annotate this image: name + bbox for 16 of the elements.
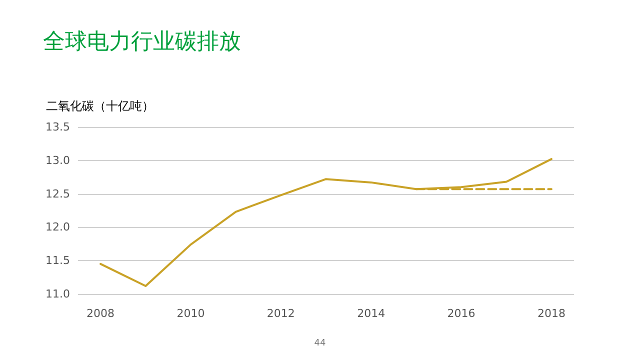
x-tick-label: 2008 xyxy=(86,307,115,320)
y-tick-label: 11.0 xyxy=(46,288,70,300)
x-tick-label: 2010 xyxy=(176,307,205,320)
x-tick-label: 2014 xyxy=(357,307,386,320)
y-tick-label: 13.5 xyxy=(46,120,70,134)
y-tick-label: 12.5 xyxy=(46,187,70,200)
chart-title: 全球电力行业碳排放 xyxy=(43,30,241,54)
x-tick-label: 2018 xyxy=(537,307,566,320)
text: 44 xyxy=(314,338,326,348)
y-axis-title: 二氧化碳（十亿吨） xyxy=(46,99,154,113)
x-tick-label: 2016 xyxy=(447,307,476,320)
y-tick-label: 11.5 xyxy=(46,254,70,268)
y-tick-label: 12.0 xyxy=(46,220,70,234)
line-series xyxy=(100,158,552,287)
y-tick-label: 13.0 xyxy=(46,154,70,167)
x-tick-label: 2012 xyxy=(266,307,295,320)
